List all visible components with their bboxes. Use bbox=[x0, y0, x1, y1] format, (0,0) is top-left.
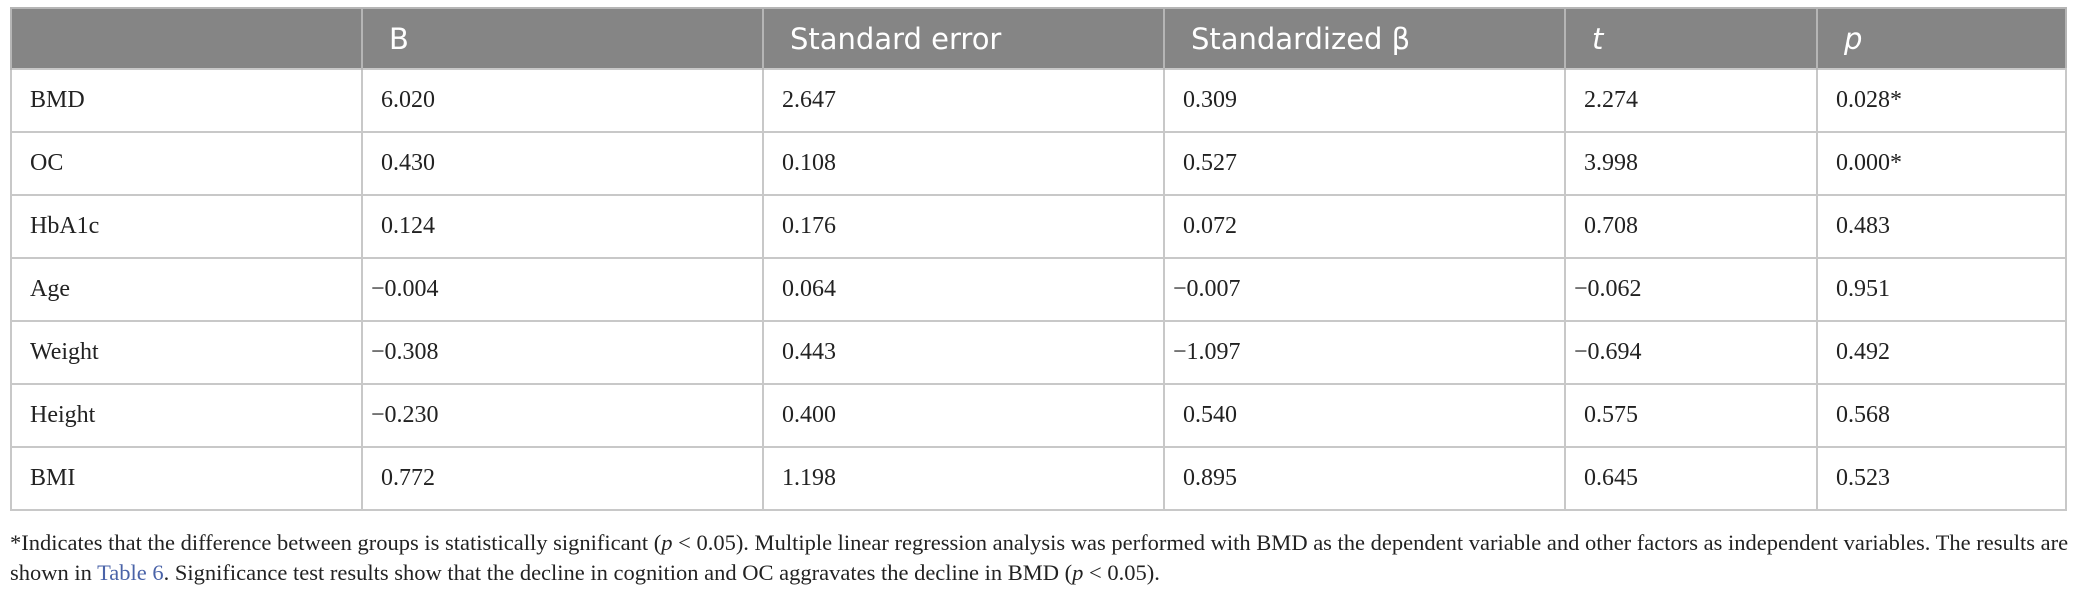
cell: −0.230 bbox=[361, 383, 764, 448]
row-label: BMI bbox=[10, 446, 363, 511]
table-row: HbA1c 0.124 0.176 0.072 0.708 0.483 bbox=[10, 194, 2067, 259]
cell: 0.176 bbox=[762, 194, 1165, 259]
cell: 6.020 bbox=[361, 68, 764, 133]
footnote-text: < 0.05). bbox=[1083, 560, 1160, 585]
cell: 0.575 bbox=[1564, 383, 1818, 448]
table-row: Height −0.230 0.400 0.540 0.575 0.568 bbox=[10, 383, 2067, 448]
cell: 3.998 bbox=[1564, 131, 1818, 196]
cell: 0.895 bbox=[1163, 446, 1566, 511]
footnote-text: *Indicates that the difference between g… bbox=[10, 530, 662, 555]
cell: −0.004 bbox=[361, 257, 764, 322]
cell: −0.007 bbox=[1163, 257, 1566, 322]
italic-text: p bbox=[1072, 560, 1084, 585]
table-row: OC 0.430 0.108 0.527 3.998 0.000* bbox=[10, 131, 2067, 196]
cell: −0.308 bbox=[361, 320, 764, 385]
cell: −0.694 bbox=[1564, 320, 1818, 385]
table-row: Weight −0.308 0.443 −1.097 −0.694 0.492 bbox=[10, 320, 2067, 385]
row-label: Age bbox=[10, 257, 363, 322]
header-cell: Standardized β bbox=[1163, 8, 1565, 69]
cell: 0.400 bbox=[762, 383, 1165, 448]
cell: 0.124 bbox=[361, 194, 764, 259]
cell: 0.951 bbox=[1816, 257, 2067, 322]
row-label: OC bbox=[10, 131, 363, 196]
header-cell: Standard error bbox=[762, 8, 1164, 69]
header-cell bbox=[10, 8, 362, 69]
cell: 0.108 bbox=[762, 131, 1165, 196]
cell: 0.523 bbox=[1816, 446, 2067, 511]
footnote-text: < 0.05). Multiple linear regression anal… bbox=[10, 530, 2069, 585]
cell: −0.062 bbox=[1564, 257, 1818, 322]
row-label: Weight bbox=[10, 320, 363, 385]
cell: 0.072 bbox=[1163, 194, 1566, 259]
cell: 0.568 bbox=[1816, 383, 2067, 448]
table-row: Age −0.004 0.064 −0.007 −0.062 0.951 bbox=[10, 257, 2067, 322]
cell: −1.097 bbox=[1163, 320, 1566, 385]
footnote: *Indicates that the difference between g… bbox=[10, 528, 2070, 588]
cell: 2.274 bbox=[1564, 68, 1818, 133]
cell: 0.708 bbox=[1564, 194, 1818, 259]
cell: 0.772 bbox=[361, 446, 764, 511]
cell: 0.527 bbox=[1163, 131, 1566, 196]
cell: 0.492 bbox=[1816, 320, 2067, 385]
cell: 0.645 bbox=[1564, 446, 1818, 511]
row-label: BMD bbox=[10, 68, 363, 133]
header-cell: t bbox=[1564, 8, 1817, 69]
italic-text: p bbox=[661, 530, 673, 555]
cell: 0.540 bbox=[1163, 383, 1566, 448]
cell: 0.483 bbox=[1816, 194, 2067, 259]
header-cell: B bbox=[361, 8, 763, 69]
row-label: Height bbox=[10, 383, 363, 448]
cell: 0.430 bbox=[361, 131, 764, 196]
cell: 2.647 bbox=[762, 68, 1165, 133]
cell: 0.309 bbox=[1163, 68, 1566, 133]
table-link[interactable]: Table 6 bbox=[97, 560, 164, 585]
table-row: BMI 0.772 1.198 0.895 0.645 0.523 bbox=[10, 446, 2067, 511]
cell: 0.064 bbox=[762, 257, 1165, 322]
cell: 1.198 bbox=[762, 446, 1165, 511]
header-cell: p bbox=[1816, 8, 2066, 69]
cell: 0.028* bbox=[1816, 68, 2067, 133]
footnote-text: . Significance test results show that th… bbox=[163, 560, 1073, 585]
table-row: BMD 6.020 2.647 0.309 2.274 0.028* bbox=[10, 68, 2067, 133]
cell: 0.443 bbox=[762, 320, 1165, 385]
row-label: HbA1c bbox=[10, 194, 363, 259]
cell: 0.000* bbox=[1816, 131, 2067, 196]
